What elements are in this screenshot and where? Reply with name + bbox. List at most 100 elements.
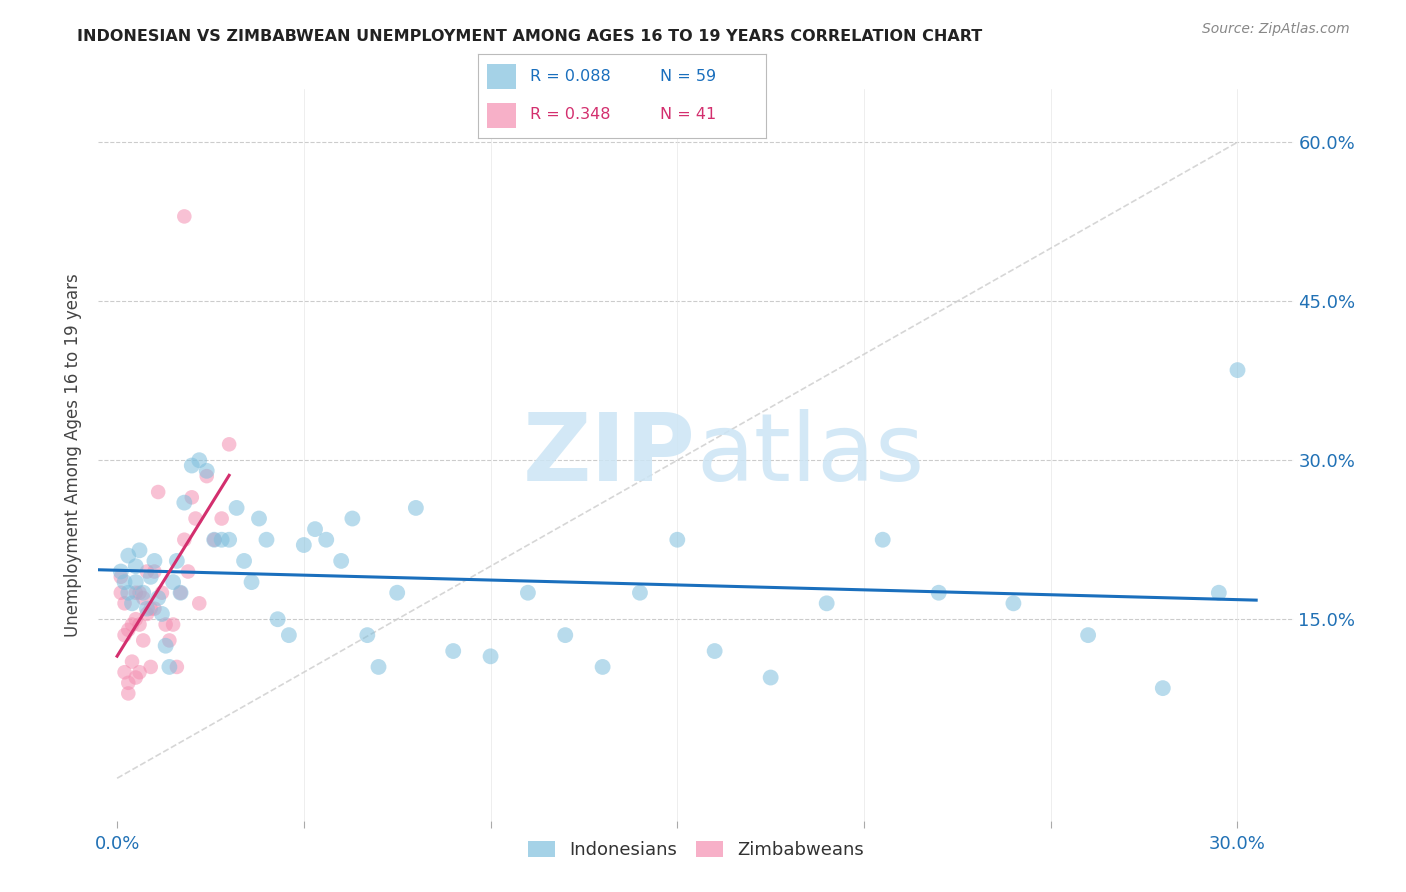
Indonesians <box>211 533 233 547</box>
Zimbabweans <box>128 585 150 599</box>
Indonesians <box>173 495 195 509</box>
Indonesians <box>117 585 139 599</box>
Zimbabweans <box>128 617 150 632</box>
Indonesians <box>157 660 180 674</box>
Text: atlas: atlas <box>696 409 924 501</box>
Indonesians <box>516 585 538 599</box>
Indonesians <box>385 585 409 599</box>
Legend: Indonesians, Zimbabweans: Indonesians, Zimbabweans <box>520 834 872 866</box>
Indonesians <box>128 543 150 558</box>
Indonesians <box>233 554 256 568</box>
Indonesians <box>356 628 378 642</box>
Indonesians <box>267 612 290 626</box>
Indonesians <box>703 644 725 658</box>
Indonesians <box>169 585 191 599</box>
Indonesians <box>240 575 263 590</box>
Indonesians <box>554 628 576 642</box>
Indonesians <box>218 533 240 547</box>
Indonesians <box>136 601 159 615</box>
Y-axis label: Unemployment Among Ages 16 to 19 years: Unemployment Among Ages 16 to 19 years <box>65 273 83 637</box>
Zimbabweans <box>143 565 166 579</box>
Indonesians <box>628 585 651 599</box>
Zimbabweans <box>218 437 240 451</box>
Zimbabweans <box>136 607 159 621</box>
Zimbabweans <box>139 660 162 674</box>
Indonesians <box>759 671 782 685</box>
Indonesians <box>367 660 389 674</box>
Zimbabweans <box>139 601 162 615</box>
Indonesians <box>592 660 614 674</box>
Zimbabweans <box>180 491 202 505</box>
Indonesians <box>304 522 326 536</box>
Indonesians <box>110 565 132 579</box>
Zimbabweans <box>110 585 132 599</box>
Indonesians <box>132 585 155 599</box>
Zimbabweans <box>157 633 180 648</box>
Indonesians <box>1152 681 1174 695</box>
Zimbabweans <box>166 660 188 674</box>
Indonesians <box>1208 585 1230 599</box>
Indonesians <box>247 511 270 525</box>
Text: R = 0.348: R = 0.348 <box>530 107 610 121</box>
Indonesians <box>277 628 299 642</box>
Indonesians <box>872 533 894 547</box>
Zimbabweans <box>155 617 177 632</box>
Indonesians <box>1077 628 1099 642</box>
Indonesians <box>162 575 184 590</box>
Zimbabweans <box>117 676 139 690</box>
Indonesians <box>1002 596 1025 610</box>
Zimbabweans <box>177 565 200 579</box>
Zimbabweans <box>114 596 136 610</box>
Zimbabweans <box>125 612 148 626</box>
Indonesians <box>166 554 188 568</box>
Text: Source: ZipAtlas.com: Source: ZipAtlas.com <box>1202 22 1350 37</box>
Zimbabweans <box>136 565 159 579</box>
Indonesians <box>202 533 225 547</box>
Zimbabweans <box>188 596 211 610</box>
Indonesians <box>125 575 148 590</box>
Indonesians <box>139 570 162 584</box>
Zimbabweans <box>125 671 148 685</box>
Zimbabweans <box>173 210 195 224</box>
Text: ZIP: ZIP <box>523 409 696 501</box>
Zimbabweans <box>117 686 139 700</box>
Zimbabweans <box>132 591 155 605</box>
Zimbabweans <box>114 665 136 680</box>
Zimbabweans <box>195 469 218 483</box>
Zimbabweans <box>148 485 170 500</box>
Indonesians <box>150 607 173 621</box>
Zimbabweans <box>202 533 225 547</box>
Bar <box>486 103 516 128</box>
Text: N = 59: N = 59 <box>659 70 716 85</box>
Zimbabweans <box>162 617 184 632</box>
Indonesians <box>225 500 247 515</box>
Zimbabweans <box>150 585 173 599</box>
Indonesians <box>180 458 202 473</box>
Indonesians <box>256 533 278 547</box>
Zimbabweans <box>110 570 132 584</box>
Indonesians <box>441 644 464 658</box>
Indonesians <box>143 554 166 568</box>
Text: N = 41: N = 41 <box>659 107 716 121</box>
Zimbabweans <box>184 511 207 525</box>
Text: INDONESIAN VS ZIMBABWEAN UNEMPLOYMENT AMONG AGES 16 TO 19 YEARS CORRELATION CHAR: INDONESIAN VS ZIMBABWEAN UNEMPLOYMENT AM… <box>77 29 983 44</box>
Indonesians <box>928 585 950 599</box>
Indonesians <box>292 538 315 552</box>
Indonesians <box>155 639 177 653</box>
Zimbabweans <box>169 585 191 599</box>
Indonesians <box>125 559 148 574</box>
Indonesians <box>342 511 364 525</box>
Zimbabweans <box>121 655 143 669</box>
Zimbabweans <box>121 617 143 632</box>
Zimbabweans <box>128 665 150 680</box>
Zimbabweans <box>132 633 155 648</box>
Zimbabweans <box>173 533 195 547</box>
Zimbabweans <box>117 623 139 637</box>
Indonesians <box>315 533 337 547</box>
Indonesians <box>114 575 136 590</box>
Indonesians <box>666 533 689 547</box>
Bar <box>486 63 516 89</box>
Zimbabweans <box>125 585 148 599</box>
Indonesians <box>1226 363 1249 377</box>
Indonesians <box>188 453 211 467</box>
